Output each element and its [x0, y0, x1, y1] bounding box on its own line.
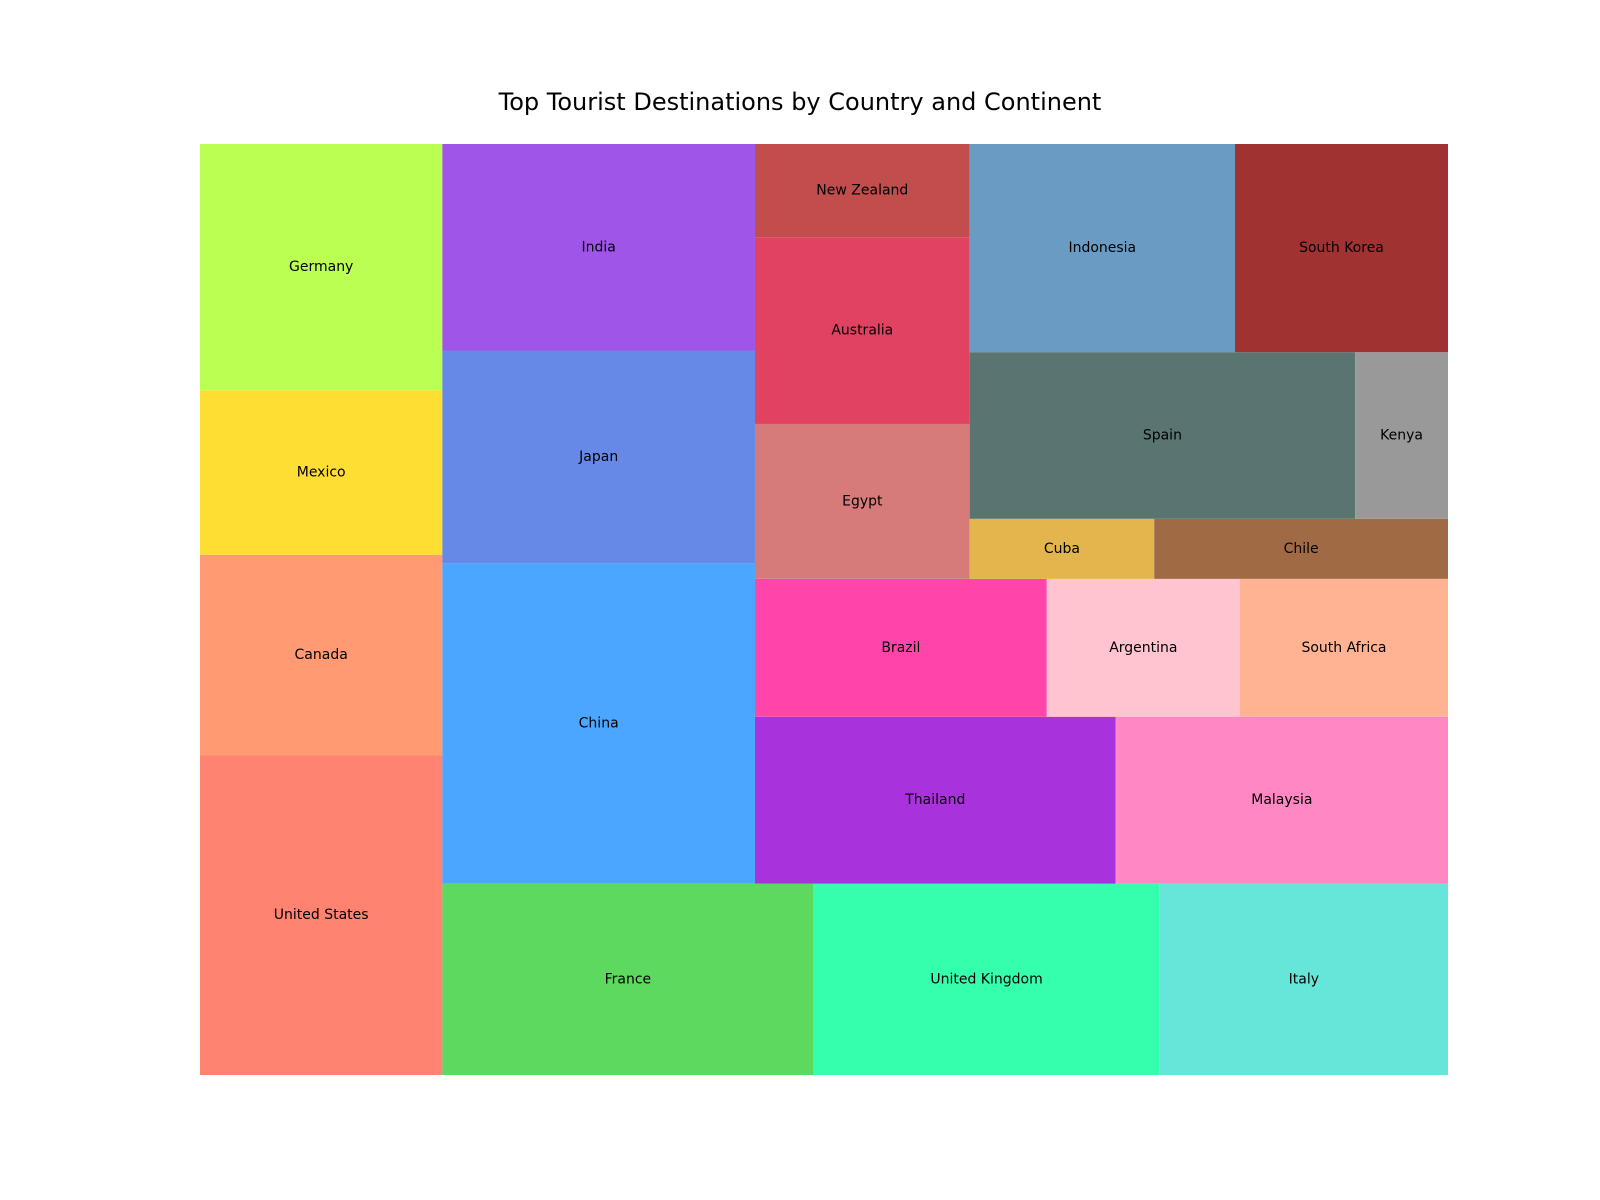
treemap-cell-canada	[200, 554, 443, 756]
treemap-cell-australia	[754, 237, 970, 424]
treemap-cell-brazil	[754, 578, 1047, 717]
treemap-cell-germany	[200, 144, 443, 391]
treemap-cell-south-africa	[1239, 578, 1448, 717]
treemap-cell-spain	[969, 352, 1356, 519]
treemap-cell-argentina	[1046, 578, 1240, 717]
treemap-label-united-states: United States	[274, 907, 369, 923]
treemap-label-chile: Chile	[1284, 541, 1319, 557]
treemap-label-china: China	[579, 716, 619, 732]
treemap-cell-south-korea	[1234, 144, 1448, 353]
treemap-label-italy: Italy	[1289, 971, 1319, 987]
treemap-label-india: India	[581, 239, 615, 255]
treemap-label-germany: Germany	[289, 259, 353, 275]
treemap-label-south-africa: South Africa	[1301, 640, 1386, 656]
treemap-cell-united-states	[200, 755, 443, 1075]
treemap-label-france: France	[605, 971, 652, 987]
treemap-cell-cuba	[969, 518, 1155, 579]
treemap-cell-china	[442, 563, 755, 884]
treemap-cell-thailand	[754, 716, 1116, 884]
treemap-label-malaysia: Malaysia	[1251, 792, 1312, 808]
treemap-label-argentina: Argentina	[1109, 640, 1177, 656]
treemap-label-canada: Canada	[295, 647, 348, 663]
treemap-label-japan: Japan	[578, 449, 618, 465]
treemap-label-australia: Australia	[831, 323, 893, 339]
chart-title: Top Tourist Destinations by Country and …	[498, 88, 1102, 116]
treemap-cell-malaysia	[1115, 716, 1448, 884]
treemap-label-cuba: Cuba	[1044, 541, 1080, 557]
treemap-cell-india	[442, 144, 755, 351]
treemap-label-united-kingdom: United Kingdom	[930, 971, 1042, 987]
treemap-labels: United States Canada Mexico Germany France Un…	[274, 183, 1423, 988]
treemap-label-spain: Spain	[1143, 428, 1182, 444]
treemap-cell-france	[442, 883, 814, 1075]
treemap-cells	[200, 144, 1448, 1075]
treemap-label-south-korea: South Korea	[1299, 240, 1384, 256]
treemap-label-new-zealand: New Zealand	[816, 183, 908, 199]
treemap-cell-italy	[1159, 883, 1448, 1075]
treemap-label-kenya: Kenya	[1380, 428, 1423, 444]
treemap-cell-egypt	[754, 423, 970, 579]
treemap-cell-kenya	[1355, 352, 1448, 519]
treemap-cell-new-zealand	[754, 144, 970, 238]
treemap-label-mexico: Mexico	[297, 465, 346, 481]
treemap-cell-chile	[1154, 518, 1448, 579]
treemap-label-thailand: Thailand	[904, 792, 965, 808]
treemap-cell-united-kingdom	[813, 883, 1160, 1075]
treemap-label-indonesia: Indonesia	[1068, 240, 1136, 256]
treemap-cell-japan	[442, 350, 755, 564]
treemap-cell-mexico	[200, 390, 443, 555]
treemap-label-egypt: Egypt	[842, 493, 883, 509]
treemap-cell-indonesia	[969, 144, 1235, 353]
treemap-label-brazil: Brazil	[881, 640, 920, 656]
